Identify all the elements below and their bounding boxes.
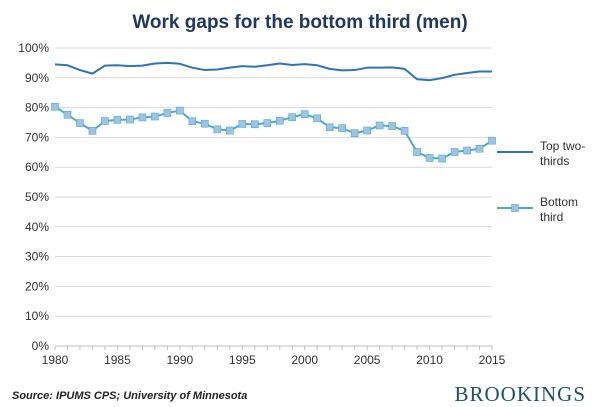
- y-tick-label: 40%: [25, 220, 49, 234]
- data-point: [288, 113, 297, 121]
- data-point: [201, 119, 209, 128]
- legend-label: third: [540, 210, 563, 224]
- data-point: [63, 110, 72, 119]
- data-point: [463, 146, 471, 155]
- data-point: [151, 112, 159, 121]
- data-point: [375, 121, 384, 130]
- data-point: [450, 148, 459, 156]
- y-tick-label: 80%: [25, 101, 49, 115]
- data-point: [313, 114, 322, 123]
- data-point: [300, 110, 309, 118]
- y-tick-label: 70%: [25, 130, 49, 144]
- data-point: [176, 106, 184, 115]
- data-point: [76, 119, 84, 127]
- data-point: [388, 122, 396, 130]
- data-point: [475, 144, 484, 153]
- data-point: [88, 127, 97, 135]
- data-point: [51, 102, 59, 111]
- data-point: [438, 154, 446, 163]
- legend-label: Bottom: [540, 195, 578, 209]
- data-point: [188, 117, 197, 126]
- series-line-2: [54, 105, 493, 160]
- y-tick-label: 60%: [25, 160, 49, 174]
- legend-marker: [511, 204, 519, 212]
- data-point: [338, 124, 346, 132]
- y-tick-label: 0%: [32, 339, 50, 353]
- data-point: [238, 120, 247, 128]
- data-point: [363, 126, 371, 135]
- data-point: [226, 126, 234, 135]
- data-point: [488, 136, 496, 145]
- data-point: [101, 117, 109, 125]
- data-point: [213, 125, 222, 134]
- data-point: [163, 109, 172, 117]
- x-tick-label: 1995: [229, 353, 256, 367]
- series-layer: [51, 61, 496, 163]
- x-tick-label: 1985: [104, 353, 131, 367]
- data-point: [138, 113, 147, 122]
- y-tick-label: 10%: [25, 309, 49, 323]
- data-point: [263, 119, 272, 127]
- data-point: [413, 148, 421, 156]
- x-tick-label: 2005: [354, 353, 381, 367]
- y-tick-label: 50%: [25, 190, 49, 204]
- legend-label: thirds: [540, 154, 569, 168]
- chart-title: Work gaps for the bottom third (men): [132, 12, 467, 33]
- data-point: [126, 115, 134, 124]
- gridlines: [55, 47, 492, 317]
- series-line-1: [54, 61, 492, 82]
- x-tick-label: 1990: [167, 353, 194, 367]
- source-note: Source: IPUMS CPS; University of Minneso…: [12, 390, 247, 402]
- legend-label: Top two-: [540, 139, 585, 153]
- data-point: [425, 154, 434, 162]
- y-tick-label: 20%: [25, 279, 49, 293]
- data-point: [400, 127, 409, 135]
- x-tick-label: 2000: [291, 353, 318, 367]
- x-tick-label: 2015: [479, 353, 506, 367]
- data-point: [250, 120, 259, 129]
- y-tick-label: 30%: [25, 250, 49, 264]
- data-point: [325, 123, 334, 132]
- y-tick-label: 100%: [18, 41, 49, 55]
- data-point: [350, 129, 359, 138]
- x-axis: 1980 1985 1990 1995 2000 2005 2010 2015: [42, 345, 506, 367]
- x-tick-label: 1980: [42, 353, 69, 367]
- y-tick-label: 90%: [25, 71, 49, 85]
- x-tick-label: 2010: [416, 353, 443, 367]
- data-point: [113, 116, 122, 124]
- y-axis-ticks: 0% 10% 20% 30% 40% 50% 60% 70% 80% 90% 100%: [18, 41, 49, 353]
- brookings-logo: BROOKINGS: [454, 382, 586, 406]
- data-point: [275, 116, 284, 125]
